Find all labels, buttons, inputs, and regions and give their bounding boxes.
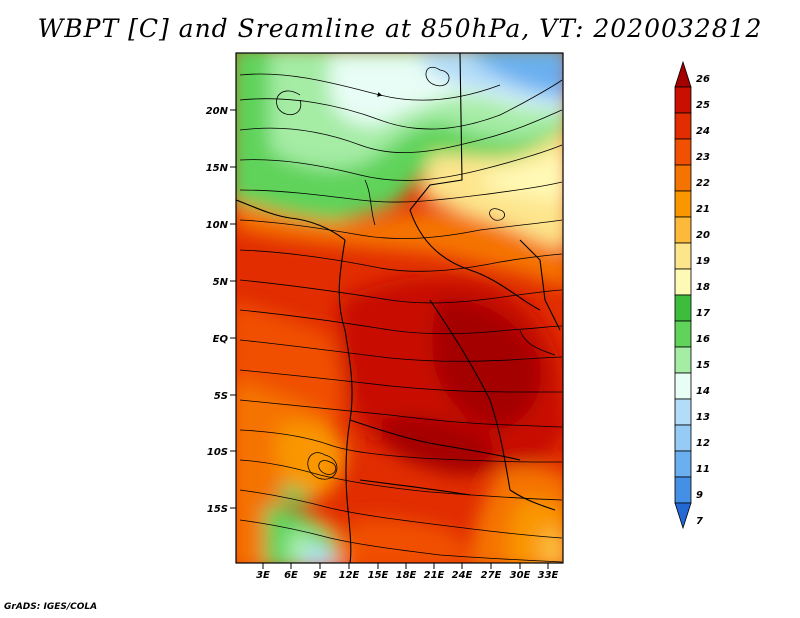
- lon-label-18e: 18E: [396, 570, 417, 581]
- lon-label-30e: 30E: [510, 570, 531, 581]
- streamlines: [239, 67, 563, 563]
- map-frame: [235, 52, 564, 564]
- colorbar-label: 7: [696, 516, 703, 527]
- colorbar-swatch: [674, 372, 692, 400]
- colorbar-label: 19: [696, 256, 710, 267]
- colorbar-swatch: [674, 164, 692, 192]
- colorbar-label: 11: [696, 464, 710, 475]
- colorbar-label: 24: [696, 126, 710, 137]
- lat-label-5n: 5N: [213, 277, 229, 288]
- lon-label-33e: 33E: [538, 570, 559, 581]
- lon-label-27e: 27E: [481, 570, 502, 581]
- colorbar-swatch: [674, 294, 692, 322]
- colorbar-swatch: [674, 112, 692, 140]
- colorbar-swatch: [674, 476, 692, 504]
- country-borders: [236, 53, 561, 563]
- colorbar-swatch: [674, 398, 692, 426]
- colorbar-label: 22: [696, 178, 710, 189]
- axis-ticks: [230, 109, 549, 569]
- colorbar-label: 9: [696, 490, 703, 501]
- lat-label-10n: 10N: [206, 220, 229, 231]
- lon-label-24e: 24E: [452, 570, 473, 581]
- lon-label-21e: 21E: [424, 570, 445, 581]
- lat-label-5s: 5S: [214, 391, 228, 402]
- colorbar-swatch: [674, 242, 692, 270]
- colorbar-swatch: [674, 320, 692, 348]
- map-title: WBPT [C] and Sreamline at 850hPa, VT: 20…: [37, 14, 763, 43]
- lon-label-15e: 15E: [368, 570, 389, 581]
- colorbar-label: 20: [696, 230, 710, 241]
- lon-label-12e: 12E: [339, 570, 360, 581]
- colorbar-label: 15: [696, 360, 710, 371]
- colorbar-label: 25: [696, 100, 710, 111]
- colorbar-swatch: [674, 268, 692, 296]
- colorbar-label: 17: [696, 308, 710, 319]
- colorbar-label: 16: [696, 334, 710, 345]
- colorbar-label: 18: [696, 282, 710, 293]
- lon-label-6e: 6E: [284, 570, 298, 581]
- colorbar-label: 26: [696, 74, 710, 85]
- colorbar-swatch: [674, 86, 692, 114]
- lon-label-9e: 9E: [313, 570, 327, 581]
- colorbar-label: 14: [696, 386, 710, 397]
- footer-credit: GrADS: IGES/COLA: [4, 602, 98, 612]
- colorbar: 26 25 24 23 22 21 20 19 18 17 16 15 14 13 12 11 9 7: [674, 60, 710, 530]
- colorbar-label: 12: [696, 438, 710, 449]
- lat-label-eq: EQ: [213, 334, 229, 345]
- colorbar-label: 13: [696, 412, 710, 423]
- colorbar-swatch: [674, 138, 692, 166]
- lat-label-20n: 20N: [206, 106, 229, 117]
- latitude-labels: 20N 15N 10N 5N EQ 5S 10S 15S: [206, 106, 229, 515]
- colorbar-swatch: [674, 346, 692, 374]
- colorbar-swatch: [674, 424, 692, 452]
- lat-label-15s: 15S: [207, 504, 228, 515]
- colorbar-swatch: [674, 450, 692, 478]
- lat-label-15n: 15N: [206, 163, 229, 174]
- colorbar-top-arrow: [674, 60, 692, 88]
- wbpt-shading: [236, 53, 563, 563]
- lat-label-10s: 10S: [207, 447, 228, 458]
- lon-label-3e: 3E: [256, 570, 270, 581]
- colorbar-label: 23: [696, 152, 710, 163]
- colorbar-label: 21: [696, 204, 710, 215]
- colorbar-bottom-arrow: [674, 502, 692, 530]
- colorbar-swatch: [674, 216, 692, 244]
- longitude-labels: 3E 6E 9E 12E 15E 18E 21E 24E 27E 30E 33E: [256, 570, 558, 581]
- colorbar-swatch: [674, 190, 692, 218]
